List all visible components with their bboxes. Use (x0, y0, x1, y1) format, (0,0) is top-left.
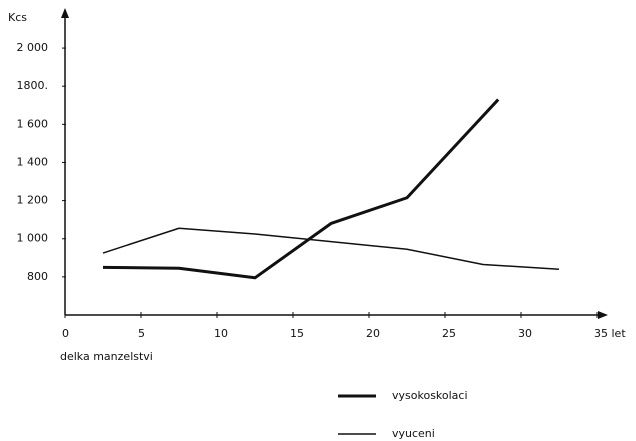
series-line (102, 98, 500, 280)
y-tick-label: 1800. (17, 79, 49, 92)
y-tick-label: 1 000 (17, 232, 49, 245)
series-line (102, 227, 560, 270)
x-axis-arrow (598, 311, 608, 319)
x-tick-label: 30 (518, 327, 532, 340)
y-axis-arrow (61, 8, 69, 18)
x-tick-label: 15 (290, 327, 304, 340)
legend-label: vysokoskolaci (392, 389, 468, 402)
x-axis-label: delka manzelstvi (60, 350, 153, 363)
y-tick-label: 2 000 (17, 41, 49, 54)
x-tick-label: 5 (138, 327, 145, 340)
x-tick-label: 10 (214, 327, 228, 340)
x-tick-label: 0 (62, 327, 69, 340)
y-tick-label: 1 400 (17, 155, 49, 168)
y-tick-label: 1 200 (17, 194, 49, 207)
y-tick-label: 800 (27, 270, 48, 283)
legend-label: vyuceni (392, 427, 435, 440)
y-axis-label: Kcs (8, 11, 27, 24)
x-tick-label: 35 let (594, 327, 626, 340)
x-tick-label: 25 (442, 327, 456, 340)
y-tick-label: 1 600 (17, 117, 49, 130)
x-tick-label: 20 (366, 327, 380, 340)
